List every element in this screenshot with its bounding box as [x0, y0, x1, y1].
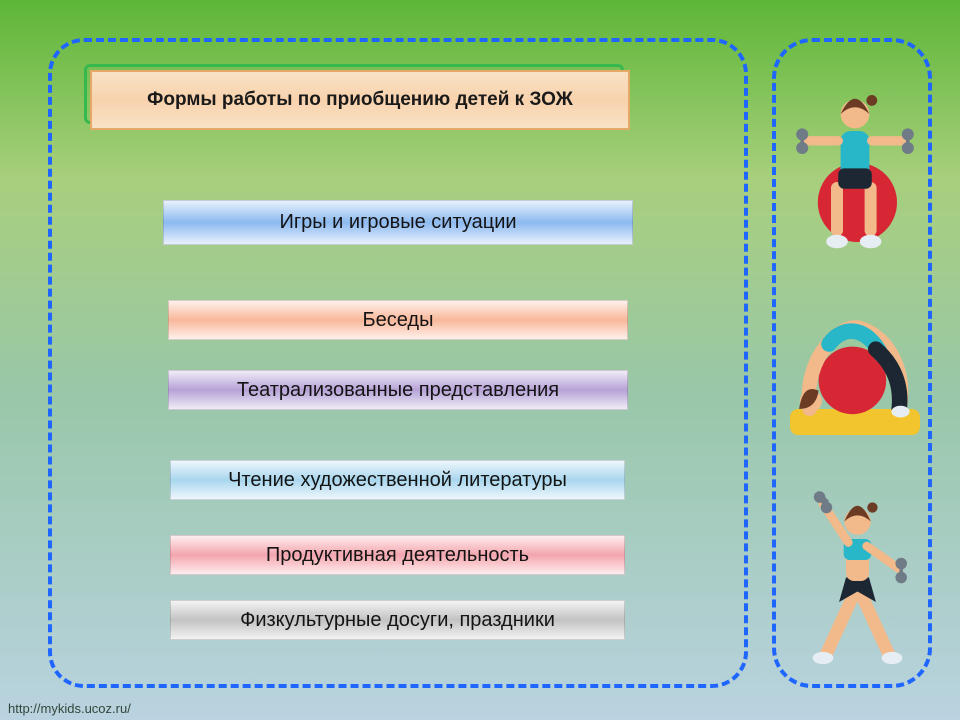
activity-item-0: Игры и игровые ситуации: [163, 200, 633, 245]
exercise-bridge-on-ball-icon: [790, 305, 920, 435]
activity-item-3: Чтение художественной литературы: [170, 460, 625, 500]
slide-title: Формы работы по приобщению детей к ЗОЖ: [90, 70, 630, 130]
footer-url: http://mykids.ucoz.ru/: [8, 701, 131, 716]
activity-item-4: Продуктивная деятельность: [170, 535, 625, 575]
activity-item-5: Физкультурные досуги, праздники: [170, 600, 625, 640]
title-block: Формы работы по приобщению детей к ЗОЖ: [90, 70, 630, 130]
exercise-ball-dumbbells-icon: [795, 80, 915, 250]
activity-item-1: Беседы: [168, 300, 628, 340]
activity-item-2: Театрализованные представления: [168, 370, 628, 410]
exercise-standing-dumbbells-icon: [800, 490, 915, 665]
main-panel: [48, 38, 748, 688]
